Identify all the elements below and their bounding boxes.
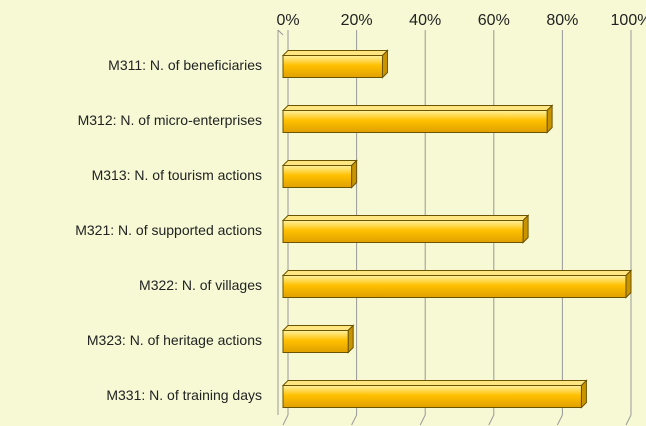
y-tick-label: M313: N. of tourism actions	[92, 167, 262, 183]
bar-side	[381, 49, 388, 79]
x-tick-label: 20%	[341, 12, 373, 29]
y-tick-label: M322: N. of villages	[139, 277, 262, 293]
y-tick-label: M311: N. of beneficiaries	[108, 57, 262, 73]
bar-top	[281, 50, 389, 56]
y-tick-label: M312: N. of micro-enterprises	[78, 112, 262, 128]
bar-side	[522, 214, 529, 244]
y-tick-label: M331: N. of training days	[106, 387, 262, 403]
y-tick-label: M323: N. of heritage actions	[87, 332, 262, 348]
x-tick-label: 60%	[478, 12, 510, 29]
floor-line	[488, 414, 495, 426]
bar-top	[281, 105, 554, 111]
y-tick-label: M321: N. of supported actions	[75, 222, 262, 238]
bar-side	[625, 269, 632, 299]
bar	[282, 220, 524, 243]
floor-line	[419, 414, 426, 426]
bar	[282, 330, 349, 353]
bar-top	[281, 270, 633, 276]
bar	[282, 385, 582, 408]
floor-line	[556, 414, 563, 426]
bar-side	[580, 379, 587, 409]
bar-top	[281, 160, 358, 166]
floor-line	[282, 414, 289, 426]
bar-side	[546, 104, 553, 134]
bar-top	[281, 380, 588, 386]
bar-side	[347, 324, 354, 354]
x-tick-label: 0%	[276, 12, 299, 29]
x-tick-label: 80%	[546, 12, 578, 29]
bar-top	[281, 215, 530, 221]
floor-line	[351, 414, 358, 426]
axis-line	[277, 29, 284, 36]
bar-top	[281, 325, 355, 331]
floor-line	[625, 414, 632, 426]
bar	[282, 165, 353, 188]
x-tick-label: 40%	[409, 12, 441, 29]
x-tick-label: 100%	[611, 12, 646, 29]
bar	[282, 275, 627, 298]
bar-side	[351, 159, 358, 189]
bar	[282, 110, 548, 133]
bar	[282, 55, 383, 78]
